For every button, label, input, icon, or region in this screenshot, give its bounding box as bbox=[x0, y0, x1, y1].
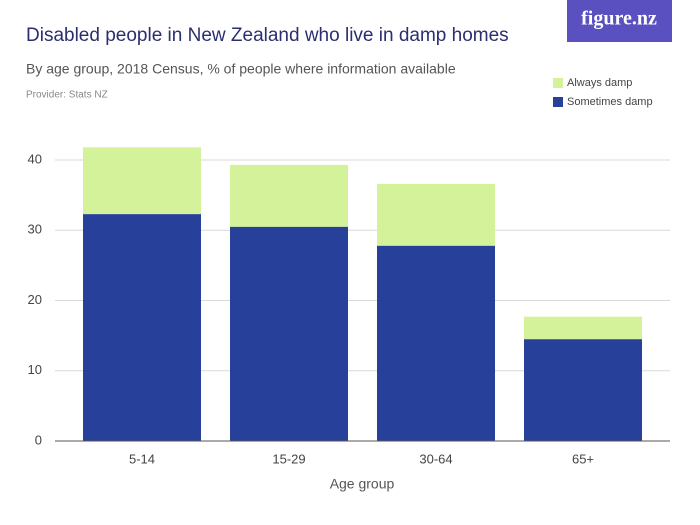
bar-segment bbox=[524, 339, 642, 441]
chart-title: Disabled people in New Zealand who live … bbox=[26, 25, 509, 46]
y-tick-label: 0 bbox=[35, 432, 42, 447]
legend-swatch bbox=[553, 78, 563, 88]
y-tick-label: 10 bbox=[28, 362, 42, 377]
bar-segment bbox=[230, 226, 348, 441]
chart-subtitle: By age group, 2018 Census, % of people w… bbox=[26, 61, 456, 77]
bar-segment bbox=[377, 245, 495, 441]
x-axis-label: Age group bbox=[330, 476, 395, 492]
bar-segment bbox=[83, 147, 201, 215]
y-tick-label: 40 bbox=[28, 151, 42, 166]
legend-label: Always damp bbox=[567, 77, 632, 89]
bar-segment bbox=[377, 183, 495, 246]
x-tick-label: 30-64 bbox=[419, 451, 452, 466]
x-tick-label: 15-29 bbox=[272, 451, 305, 466]
bar-segment bbox=[524, 316, 642, 340]
legend-label: Sometimes damp bbox=[567, 96, 653, 108]
y-tick-label: 30 bbox=[28, 222, 42, 237]
provider: Provider: Stats NZ bbox=[26, 90, 108, 101]
bar-segment bbox=[230, 164, 348, 227]
bar-segment bbox=[83, 214, 201, 441]
y-tick-label: 20 bbox=[28, 292, 42, 307]
x-tick-label: 5-14 bbox=[129, 451, 155, 466]
logo: figure.nz bbox=[581, 8, 657, 30]
logo-box bbox=[567, 0, 672, 42]
x-tick-label: 65+ bbox=[572, 451, 594, 466]
legend-swatch bbox=[553, 97, 563, 107]
